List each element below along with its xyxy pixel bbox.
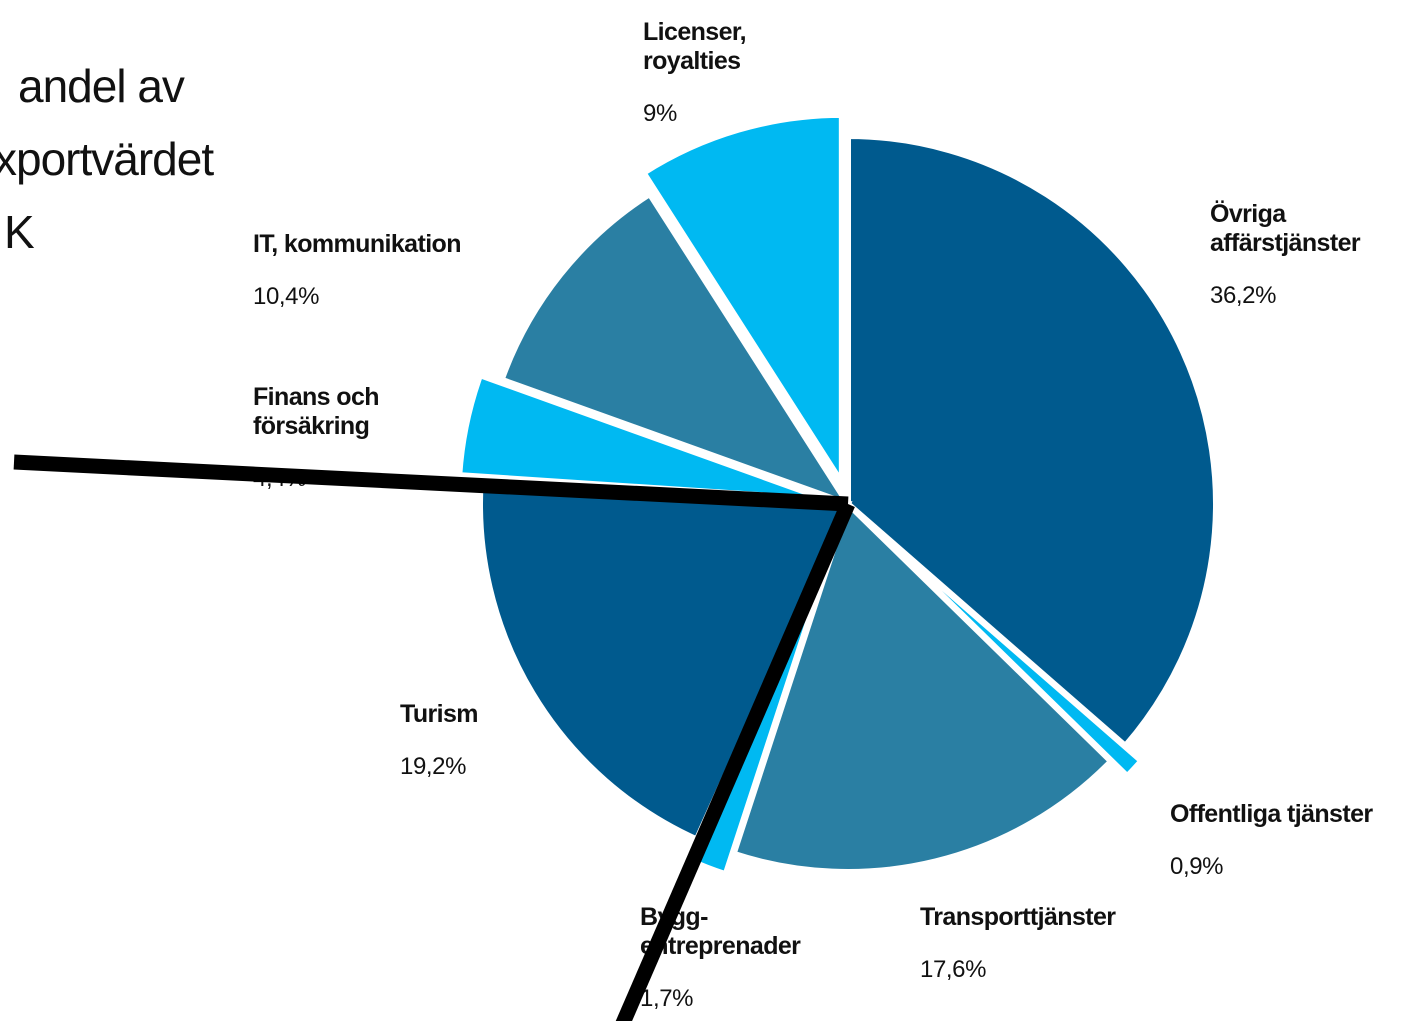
category-label: Turism [400, 700, 479, 728]
pie-slice [497, 189, 856, 510]
title-line: xportvärdet [0, 133, 214, 185]
value-label: 1,7% [640, 985, 694, 1012]
category-label: Offentliga tjänster [1170, 800, 1373, 828]
annotation-line [13, 454, 849, 512]
value-label: 9% [643, 100, 677, 127]
slice-label: Finans och försäkring4,4% [253, 383, 423, 493]
category-label: Övriga affärstjänster [1210, 200, 1361, 257]
annotation-line [615, 501, 855, 1021]
slice-label: Licenser, royalties 9% [643, 18, 783, 128]
pie-slice [477, 476, 853, 844]
category-label: Licenser, royalties [643, 18, 747, 75]
value-label: 19,2% [400, 753, 467, 780]
slice-label: Turism 19,2% [400, 700, 479, 781]
pie-slice [639, 111, 845, 494]
value-label: 10,4% [253, 283, 320, 310]
title-line: andel av [18, 60, 185, 112]
value-label: 36,2% [1210, 282, 1277, 309]
title-line: K [4, 206, 35, 258]
pie-slice [862, 516, 1146, 781]
pie-slice [456, 371, 828, 503]
slice-label: Övriga affärstjänster 36,2% [1210, 200, 1407, 310]
slice-label: IT, kommunikation 10,4% [253, 230, 461, 311]
slice-label: Offentliga tjänster 0,9% [1170, 800, 1373, 881]
pie-slice [729, 498, 1116, 875]
value-label: 0,9% [1170, 853, 1224, 880]
slice-label: Transporttjänster 17,6% [920, 903, 1116, 984]
category-label: Finans och försäkring [253, 383, 380, 440]
pie-slice [845, 132, 1219, 751]
category-label: IT, kommunikation [253, 230, 461, 258]
value-label: 17,6% [920, 956, 987, 983]
category-label: Transporttjänster [920, 903, 1116, 931]
